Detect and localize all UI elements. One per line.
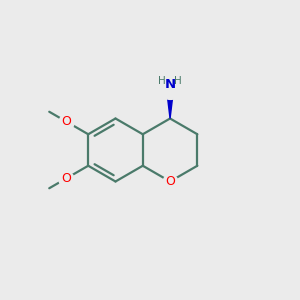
Text: O: O	[61, 115, 71, 128]
Text: H: H	[158, 76, 166, 86]
Text: O: O	[165, 175, 175, 188]
Text: N: N	[164, 78, 175, 91]
Polygon shape	[167, 88, 174, 119]
Text: H: H	[174, 76, 182, 86]
Text: O: O	[61, 172, 71, 185]
